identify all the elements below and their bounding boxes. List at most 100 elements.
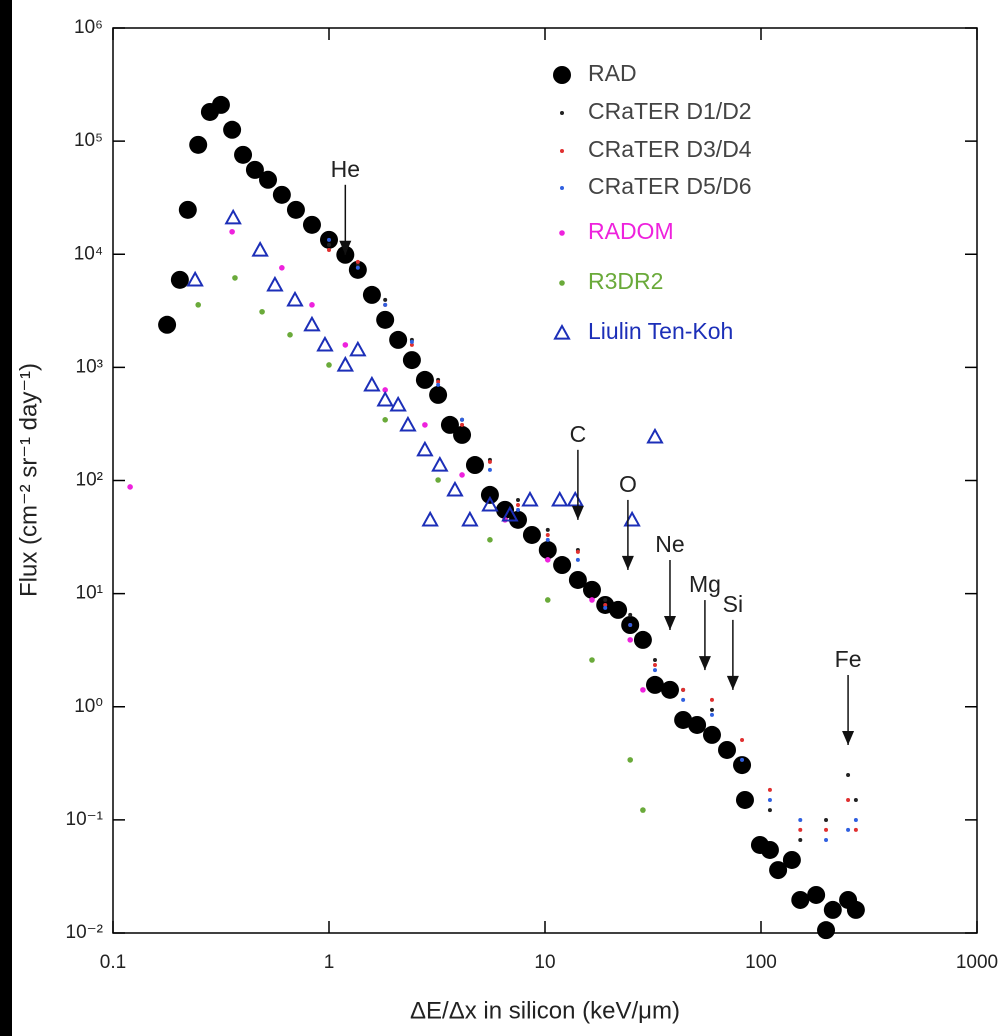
data-point bbox=[245, 160, 264, 179]
data-point bbox=[416, 440, 434, 457]
x-tick-label: 1000 bbox=[956, 952, 998, 973]
data-point bbox=[853, 827, 858, 832]
annotation-arrowhead bbox=[663, 615, 676, 630]
data-point bbox=[846, 900, 865, 919]
data-point bbox=[824, 817, 829, 822]
data-point bbox=[234, 145, 253, 164]
data-point bbox=[189, 135, 208, 154]
data-point bbox=[309, 302, 315, 308]
data-point bbox=[551, 490, 569, 507]
data-point bbox=[688, 715, 707, 734]
data-point bbox=[633, 630, 652, 649]
data-point bbox=[501, 505, 519, 522]
data-point bbox=[823, 900, 842, 919]
data-point bbox=[223, 120, 242, 139]
data-point bbox=[487, 459, 492, 464]
data-point bbox=[575, 549, 580, 554]
data-point bbox=[272, 185, 291, 204]
legend-marker bbox=[560, 186, 564, 190]
data-point bbox=[516, 507, 521, 512]
data-point bbox=[628, 623, 633, 628]
data-point bbox=[853, 797, 858, 802]
data-point bbox=[460, 417, 465, 422]
data-point bbox=[652, 662, 657, 667]
data-point bbox=[327, 248, 331, 253]
data-point bbox=[429, 385, 448, 404]
data-point bbox=[316, 335, 334, 352]
data-point bbox=[798, 827, 803, 832]
data-point bbox=[769, 861, 788, 880]
annotation-arrowhead bbox=[698, 656, 711, 671]
data-point bbox=[453, 425, 472, 444]
data-point bbox=[589, 597, 595, 603]
legend-marker bbox=[553, 66, 571, 84]
x-tick-label: 100 bbox=[745, 952, 777, 973]
data-point bbox=[487, 467, 492, 472]
data-point bbox=[735, 790, 754, 809]
data-point bbox=[545, 527, 550, 532]
data-point bbox=[545, 537, 550, 542]
data-point bbox=[178, 200, 197, 219]
data-point bbox=[326, 362, 332, 368]
data-point bbox=[496, 500, 515, 519]
data-point bbox=[709, 712, 714, 717]
annotation-arrowhead bbox=[842, 731, 855, 746]
legend-label: CRaTER D1/D2 bbox=[588, 98, 752, 124]
data-point bbox=[409, 339, 414, 344]
data-point bbox=[603, 602, 608, 607]
data-point bbox=[327, 242, 331, 247]
data-point bbox=[798, 817, 803, 822]
data-point bbox=[767, 787, 772, 792]
data-point bbox=[259, 308, 265, 315]
data-point bbox=[646, 427, 664, 444]
data-point bbox=[409, 342, 414, 347]
annotation-arrowhead bbox=[339, 240, 352, 255]
y-tick-label: 10⁶ bbox=[74, 17, 103, 38]
data-point bbox=[382, 387, 388, 393]
data-point bbox=[342, 342, 349, 348]
data-point bbox=[640, 807, 646, 813]
data-point bbox=[349, 340, 367, 357]
data-point bbox=[459, 472, 465, 478]
legend-label: RADOM bbox=[588, 218, 674, 244]
data-point bbox=[303, 315, 321, 332]
data-point bbox=[461, 510, 479, 527]
data-point bbox=[582, 580, 601, 599]
data-point bbox=[363, 375, 381, 392]
data-point bbox=[709, 697, 714, 702]
data-point bbox=[355, 265, 360, 270]
legend-label: RAD bbox=[588, 60, 637, 86]
data-point bbox=[568, 570, 587, 589]
data-point bbox=[487, 537, 493, 543]
data-point bbox=[824, 837, 829, 842]
data-point bbox=[652, 668, 657, 673]
annotation-label: Fe bbox=[835, 646, 862, 672]
data-point bbox=[327, 237, 331, 242]
data-point bbox=[575, 557, 580, 562]
data-point bbox=[232, 275, 238, 281]
annotation-arrowhead bbox=[726, 675, 739, 690]
data-point bbox=[211, 95, 230, 114]
data-point bbox=[718, 740, 737, 759]
data-point bbox=[740, 738, 745, 743]
y-tick-label: 10⁻² bbox=[66, 922, 104, 943]
data-point bbox=[436, 379, 441, 384]
y-tick-label: 10⁵ bbox=[74, 130, 103, 151]
data-point bbox=[522, 525, 541, 544]
data-point bbox=[287, 332, 293, 338]
data-point bbox=[645, 675, 664, 694]
data-point bbox=[355, 259, 360, 264]
legend-marker bbox=[559, 230, 565, 236]
data-point bbox=[362, 285, 381, 304]
data-point bbox=[259, 170, 278, 189]
x-tick-label: 10 bbox=[534, 952, 555, 973]
legend-marker bbox=[560, 149, 564, 153]
data-point bbox=[545, 532, 550, 537]
data-point bbox=[791, 890, 810, 909]
data-point bbox=[389, 330, 408, 349]
data-point bbox=[480, 485, 499, 504]
data-point bbox=[767, 808, 772, 813]
data-point bbox=[266, 275, 284, 292]
y-axis-label: Flux (cm⁻² sr⁻¹ day⁻¹) bbox=[15, 363, 42, 597]
data-point bbox=[627, 637, 634, 643]
